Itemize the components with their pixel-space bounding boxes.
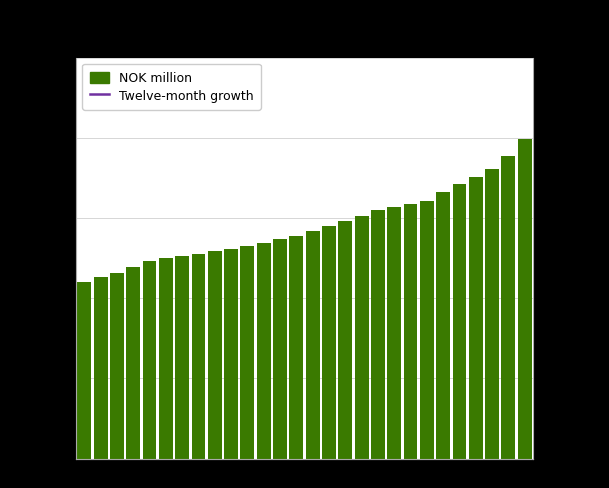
Legend: NOK million, Twelve-month growth: NOK million, Twelve-month growth (82, 65, 261, 111)
Bar (306, 231, 320, 459)
Bar (371, 211, 385, 459)
Bar (289, 236, 303, 459)
Bar (77, 283, 91, 459)
Bar (452, 184, 466, 459)
Bar (126, 267, 140, 459)
Bar (257, 244, 270, 459)
Bar (501, 157, 515, 459)
Bar (241, 246, 255, 459)
Bar (224, 249, 238, 459)
Bar (208, 252, 222, 459)
Bar (485, 169, 499, 459)
Bar (175, 256, 189, 459)
Bar (192, 254, 205, 459)
Bar (322, 226, 336, 459)
Bar (469, 177, 483, 459)
Bar (518, 140, 532, 459)
Bar (143, 262, 157, 459)
Bar (387, 208, 401, 459)
Bar (159, 259, 173, 459)
Bar (354, 216, 368, 459)
Bar (436, 193, 450, 459)
Bar (110, 273, 124, 459)
Bar (273, 240, 287, 459)
Bar (339, 222, 352, 459)
Bar (404, 205, 417, 459)
Bar (94, 277, 108, 459)
Bar (420, 202, 434, 459)
